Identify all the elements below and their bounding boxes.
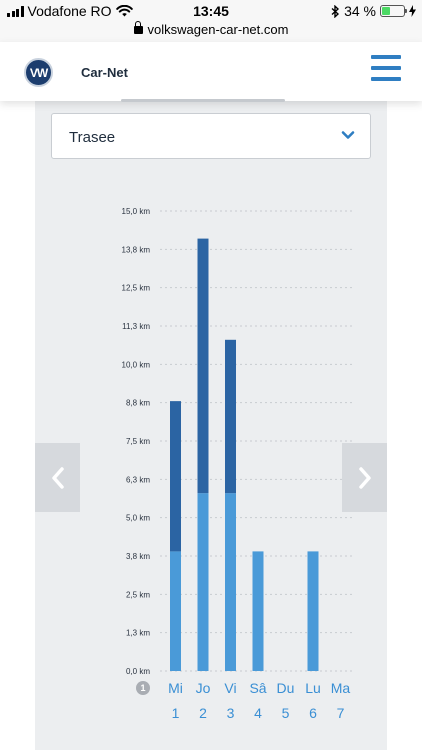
previous-week-button[interactable]: [35, 443, 80, 512]
status-bar: Vodafone RO 13:45 34 %: [0, 0, 422, 22]
content-panel: [35, 101, 387, 750]
scroll-indicator: [121, 99, 285, 102]
chevron-down-icon: [341, 131, 355, 139]
battery-icon: [380, 5, 407, 17]
signal-icon: [7, 5, 24, 17]
hamburger-menu-icon[interactable]: [371, 55, 401, 81]
brand-name: Car-Net: [81, 65, 128, 80]
app-header: VW Car-Net: [0, 42, 422, 101]
trip-type-dropdown[interactable]: Trasee: [51, 113, 371, 159]
carrier-group: Vodafone RO: [7, 3, 133, 19]
bluetooth-icon: [331, 4, 340, 18]
lock-icon: [133, 21, 143, 34]
info-icon[interactable]: 1: [136, 681, 150, 695]
charging-icon: [409, 5, 416, 17]
carrier-name: Vodafone RO: [27, 3, 112, 19]
vw-logo[interactable]: VW: [24, 58, 53, 87]
chevron-left-icon: [51, 466, 64, 489]
chevron-right-icon: [358, 466, 371, 489]
wifi-icon: [115, 5, 133, 17]
clock: 13:45: [193, 3, 229, 19]
url-bar[interactable]: volkswagen-car-net.com: [0, 21, 422, 42]
status-right: 34 %: [331, 3, 416, 19]
battery-percent: 34 %: [344, 3, 376, 19]
next-week-button[interactable]: [342, 443, 387, 512]
dropdown-selected-value: Trasee: [69, 129, 116, 146]
url-text: volkswagen-car-net.com: [147, 22, 289, 37]
